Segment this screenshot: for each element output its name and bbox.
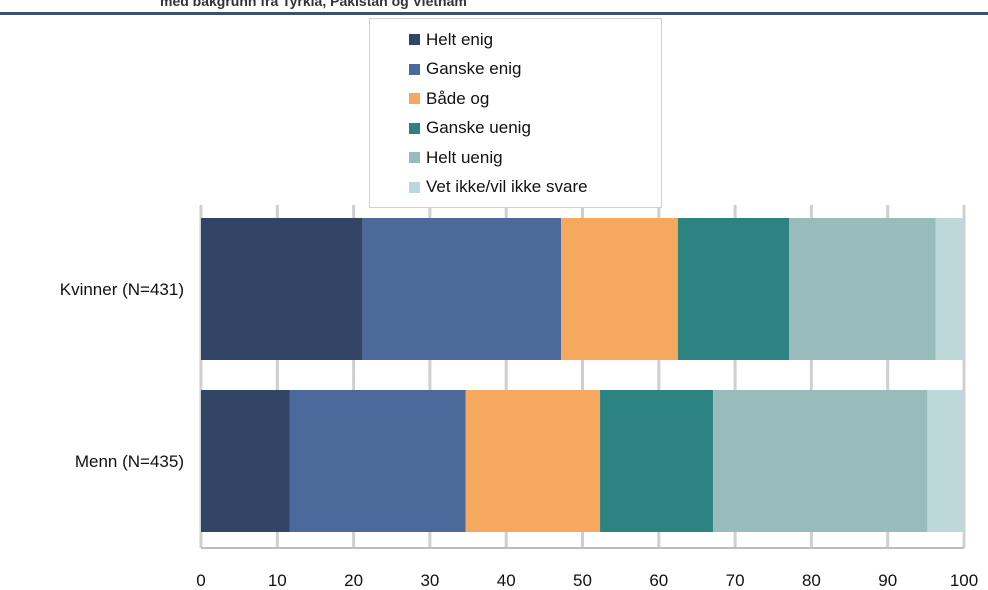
- legend-label: Helt enig: [426, 29, 494, 49]
- legend-label: Vet ikke/vil ikke svare: [426, 177, 588, 197]
- category-label: Kvinner (N=431): [60, 280, 184, 299]
- x-tick-label: 20: [344, 571, 363, 590]
- bar-segment: [465, 390, 601, 532]
- legend-label: Både og: [426, 88, 490, 108]
- x-tick-label: 40: [497, 571, 516, 590]
- bar-segment: [600, 390, 713, 532]
- x-tick-label: 90: [878, 571, 897, 590]
- legend-item: Vet ikke/vil ikke svare: [370, 173, 661, 203]
- legend-label: Ganske uenig: [426, 118, 531, 138]
- bar-segment: [362, 218, 562, 360]
- bar-segment: [201, 218, 363, 360]
- legend-swatch: [409, 122, 420, 134]
- bar-segment: [289, 390, 466, 532]
- legend-swatch: [409, 152, 420, 164]
- bar-segment: [677, 218, 790, 360]
- x-tick-label: 10: [268, 571, 287, 590]
- x-tick-label: 0: [196, 571, 205, 590]
- legend-item: Både og: [370, 84, 661, 114]
- legend: Helt enig Ganske enig Både og Ganske uenig H…: [369, 18, 662, 208]
- x-tick-label: 80: [802, 571, 821, 590]
- legend-item: Ganske uenig: [370, 114, 661, 144]
- bar-segment: [927, 390, 964, 532]
- x-tick-label: 60: [649, 571, 668, 590]
- x-axis: 0 10 20 30 40 50 60 70 80 90 100: [196, 547, 978, 590]
- x-tick-label: 50: [573, 571, 592, 590]
- bar-segment: [561, 218, 678, 360]
- x-tick-label: 70: [726, 571, 745, 590]
- legend-label: Helt uenig: [426, 147, 503, 167]
- category-label: Menn (N=435): [75, 452, 184, 471]
- bar-segment: [935, 218, 964, 360]
- bars: [201, 218, 964, 532]
- legend-item: Ganske enig: [370, 55, 661, 85]
- bar-segment: [789, 218, 936, 360]
- legend-swatch: [409, 63, 420, 75]
- x-tick-label: 30: [420, 571, 439, 590]
- legend-item: Helt enig: [370, 25, 661, 55]
- legend-swatch: [409, 181, 420, 193]
- category-labels: Kvinner (N=431) Menn (N=435): [60, 280, 184, 471]
- legend-swatch: [409, 34, 420, 46]
- title-rule: [0, 12, 988, 15]
- bar-segment: [712, 390, 928, 532]
- legend-swatch: [409, 93, 420, 105]
- chart-title: med bakgrunn fra Tyrkia, Pakistan og Vie…: [160, 0, 467, 9]
- bar-segment: [201, 390, 290, 532]
- legend-item: Helt uenig: [370, 143, 661, 173]
- x-tick-label: 100: [950, 571, 978, 590]
- legend-label: Ganske enig: [426, 59, 522, 79]
